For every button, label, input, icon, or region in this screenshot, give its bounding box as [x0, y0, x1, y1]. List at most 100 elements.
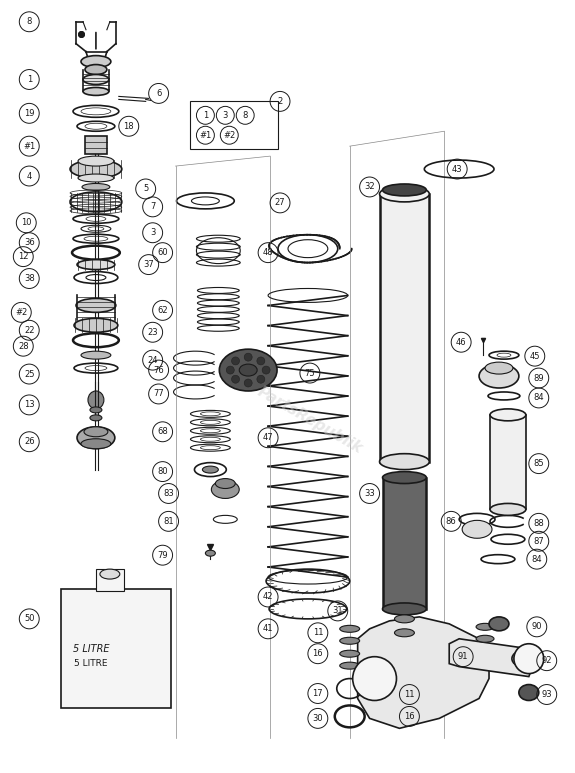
Text: 93: 93 — [542, 690, 552, 699]
Ellipse shape — [479, 364, 519, 388]
Text: 5 LITRE: 5 LITRE — [72, 644, 109, 654]
Text: 87: 87 — [534, 536, 544, 546]
Text: 6: 6 — [156, 89, 162, 98]
Text: 2: 2 — [277, 97, 283, 106]
Ellipse shape — [90, 407, 102, 413]
Ellipse shape — [70, 160, 122, 178]
Text: 5: 5 — [143, 185, 148, 193]
Ellipse shape — [340, 637, 359, 644]
Text: 11: 11 — [313, 628, 323, 637]
Text: 22: 22 — [24, 325, 34, 335]
Ellipse shape — [462, 520, 492, 538]
Ellipse shape — [81, 351, 111, 359]
Text: 81: 81 — [163, 517, 174, 526]
Text: 84: 84 — [534, 393, 544, 403]
Ellipse shape — [239, 364, 257, 376]
Text: 24: 24 — [147, 356, 158, 365]
Text: 88: 88 — [534, 519, 544, 528]
Circle shape — [232, 357, 240, 365]
Text: 80: 80 — [158, 467, 168, 476]
Text: 85: 85 — [534, 459, 544, 468]
Ellipse shape — [77, 260, 115, 270]
Ellipse shape — [88, 391, 104, 409]
Circle shape — [257, 375, 265, 383]
Text: 62: 62 — [158, 306, 168, 315]
Ellipse shape — [212, 481, 239, 499]
Bar — [382, 478, 426, 609]
Ellipse shape — [340, 662, 359, 669]
Circle shape — [227, 366, 234, 374]
Text: 89: 89 — [534, 373, 544, 383]
Text: 90: 90 — [531, 622, 542, 632]
Text: 77: 77 — [154, 390, 164, 398]
Text: 76: 76 — [154, 366, 164, 375]
Text: #1: #1 — [200, 131, 212, 140]
Text: 28: 28 — [18, 342, 29, 351]
Text: #2: #2 — [223, 131, 235, 140]
Text: #2: #2 — [15, 308, 28, 317]
Circle shape — [232, 375, 240, 383]
Ellipse shape — [78, 156, 114, 166]
Text: 68: 68 — [157, 427, 168, 436]
Text: 48: 48 — [263, 248, 273, 257]
Ellipse shape — [382, 603, 426, 615]
Ellipse shape — [100, 569, 120, 579]
Ellipse shape — [74, 318, 118, 332]
Text: 23: 23 — [147, 328, 158, 337]
Text: 46: 46 — [456, 338, 466, 347]
Polygon shape — [449, 638, 534, 676]
Ellipse shape — [216, 478, 235, 489]
Text: 47: 47 — [263, 433, 273, 442]
Text: 31: 31 — [332, 606, 343, 615]
Ellipse shape — [340, 625, 359, 632]
Text: 37: 37 — [143, 260, 154, 269]
Bar — [490, 415, 526, 509]
Text: 45: 45 — [530, 352, 540, 361]
Ellipse shape — [219, 349, 277, 391]
Text: 75: 75 — [305, 369, 315, 377]
Ellipse shape — [78, 174, 114, 182]
Text: 33: 33 — [364, 489, 375, 498]
Text: 36: 36 — [24, 238, 34, 247]
Ellipse shape — [394, 615, 415, 623]
Text: 11: 11 — [404, 690, 415, 699]
Text: 17: 17 — [313, 689, 323, 698]
Text: 1: 1 — [26, 75, 32, 84]
Text: 27: 27 — [275, 199, 285, 207]
Text: 8: 8 — [26, 17, 32, 26]
Bar — [380, 194, 430, 461]
Text: 32: 32 — [365, 182, 375, 192]
Text: 86: 86 — [446, 517, 457, 526]
Ellipse shape — [476, 623, 494, 630]
Ellipse shape — [490, 503, 526, 516]
Text: 5 LITRE: 5 LITRE — [74, 659, 108, 668]
Text: 60: 60 — [158, 248, 168, 257]
Ellipse shape — [394, 628, 415, 637]
Bar — [61, 589, 171, 708]
Text: 91: 91 — [458, 652, 469, 661]
Ellipse shape — [485, 362, 513, 374]
Text: 18: 18 — [124, 122, 134, 131]
Circle shape — [352, 657, 397, 700]
Text: 12: 12 — [18, 252, 29, 261]
Circle shape — [262, 366, 270, 374]
Ellipse shape — [81, 56, 111, 67]
Text: 7: 7 — [150, 203, 155, 211]
Ellipse shape — [489, 617, 509, 631]
Text: 4: 4 — [26, 172, 32, 181]
Circle shape — [514, 644, 544, 673]
Ellipse shape — [380, 454, 430, 469]
Ellipse shape — [81, 439, 111, 448]
Text: 19: 19 — [24, 109, 34, 117]
Bar — [190, 101, 278, 149]
Text: 42: 42 — [263, 592, 273, 601]
Text: 41: 41 — [263, 625, 273, 633]
Text: 92: 92 — [542, 656, 552, 666]
Text: 13: 13 — [24, 400, 34, 410]
Text: 83: 83 — [163, 489, 174, 498]
Text: 50: 50 — [24, 615, 34, 623]
Ellipse shape — [476, 635, 494, 642]
Text: 3: 3 — [223, 111, 228, 120]
Text: 26: 26 — [24, 438, 34, 446]
Ellipse shape — [77, 427, 115, 448]
